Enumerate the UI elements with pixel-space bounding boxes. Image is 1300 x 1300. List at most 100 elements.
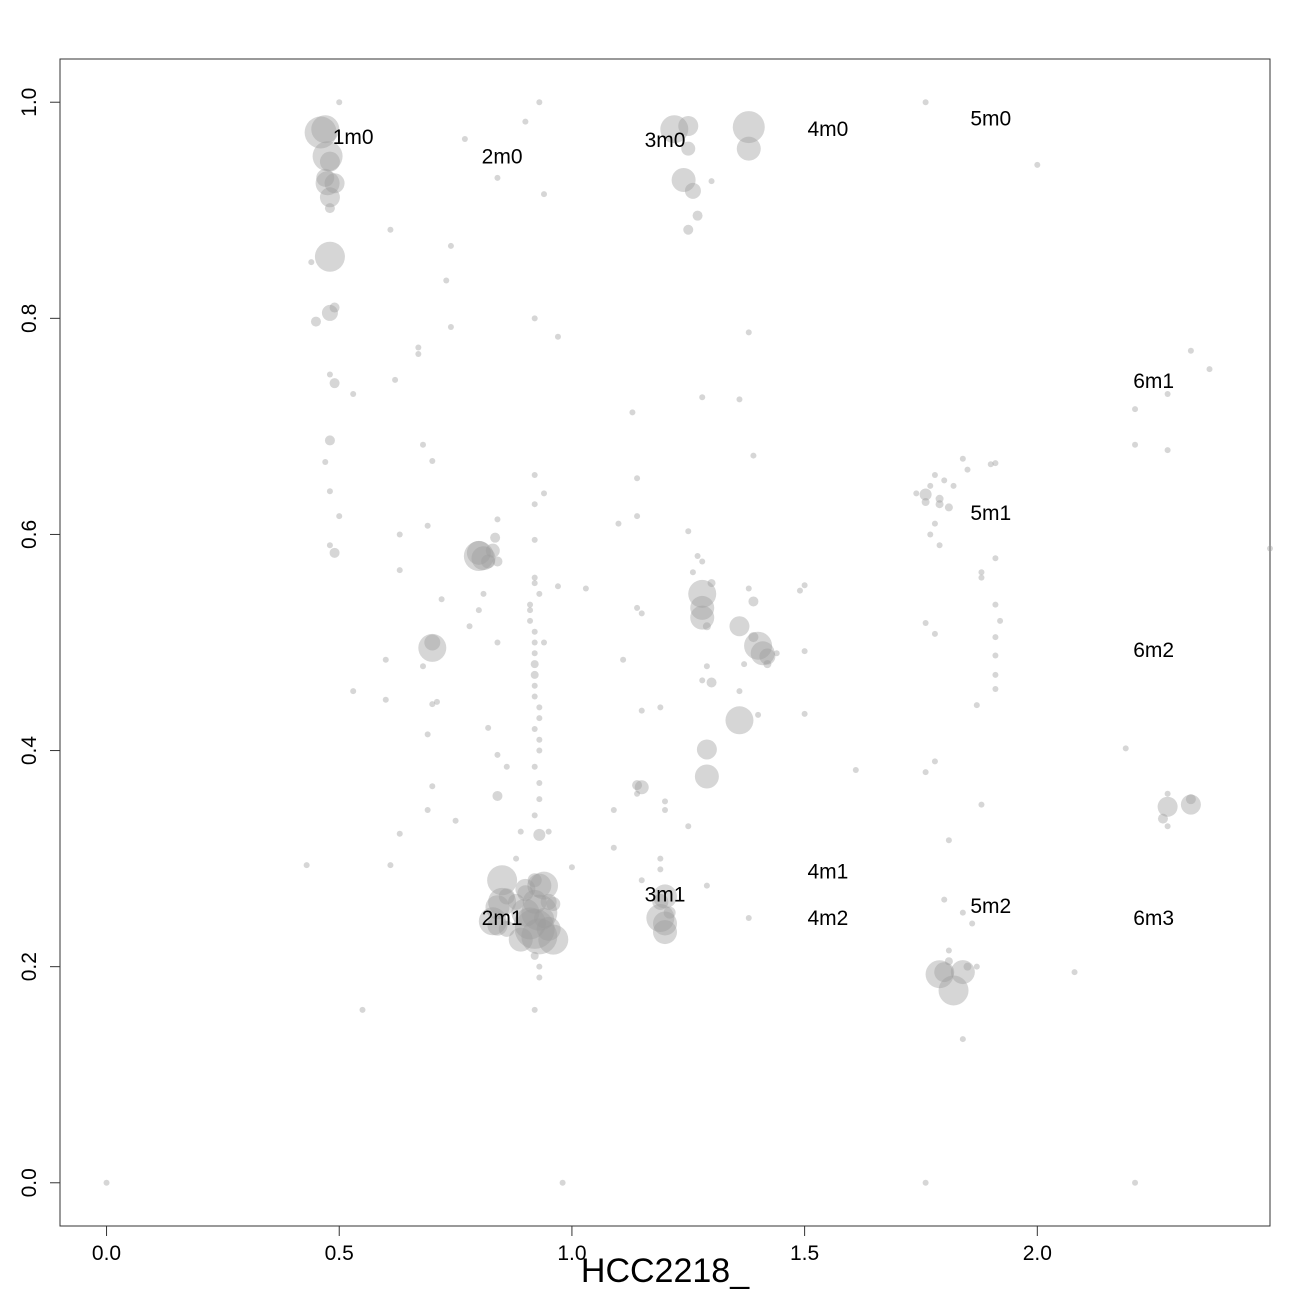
data-point — [541, 490, 547, 497]
data-point — [424, 731, 431, 738]
data-point — [508, 893, 525, 910]
x-tick-label: 0.5 — [325, 1242, 354, 1265]
data-point — [1122, 745, 1129, 752]
data-point — [466, 540, 491, 565]
data-point — [315, 171, 340, 196]
data-point — [941, 477, 948, 484]
data-point — [546, 896, 561, 911]
data-point — [634, 780, 649, 795]
data-point — [312, 141, 343, 172]
data-point — [304, 116, 337, 149]
data-point — [531, 315, 538, 322]
cluster-label-2m0: 2m0 — [482, 145, 523, 168]
data-point — [922, 99, 929, 106]
data-point — [997, 617, 1004, 624]
data-point — [433, 698, 440, 705]
data-point — [683, 224, 694, 235]
data-point — [536, 715, 543, 722]
data-point — [541, 639, 547, 646]
data-point — [969, 920, 976, 927]
cluster-label-6m2: 6m2 — [1133, 639, 1174, 662]
data-point — [725, 706, 754, 735]
data-point — [475, 607, 482, 614]
data-point — [657, 866, 664, 873]
data-point — [536, 796, 543, 803]
data-point — [978, 569, 985, 576]
data-point — [763, 660, 772, 669]
x-tick-label: 1.0 — [557, 1242, 586, 1265]
data-point — [696, 739, 717, 760]
data-point — [801, 710, 808, 717]
data-point — [517, 828, 524, 835]
data-point — [488, 887, 517, 916]
data-point — [538, 924, 569, 955]
data-point — [927, 531, 934, 538]
data-point — [708, 178, 715, 185]
data-point — [1180, 794, 1201, 815]
data-point — [638, 707, 645, 714]
data-point — [638, 877, 645, 884]
data-point — [662, 806, 668, 813]
data-point — [554, 333, 561, 340]
data-point — [531, 501, 538, 508]
data-point — [527, 601, 534, 608]
data-point — [463, 541, 494, 572]
data-point — [1187, 347, 1194, 354]
data-point — [527, 617, 534, 624]
data-point — [681, 141, 696, 156]
data-point — [736, 396, 743, 403]
data-point — [443, 277, 450, 284]
data-point — [796, 587, 803, 594]
data-point — [963, 962, 972, 971]
data-point — [415, 344, 422, 351]
data-point — [944, 503, 953, 512]
data-point — [527, 873, 552, 898]
data-point — [534, 908, 554, 929]
data-point — [945, 837, 952, 844]
data-point — [987, 461, 994, 468]
data-point — [653, 911, 677, 936]
data-point — [945, 947, 952, 954]
data-point — [634, 513, 641, 520]
data-point — [508, 927, 533, 952]
data-point — [638, 610, 645, 617]
data-point — [1071, 969, 1078, 976]
data-point — [931, 520, 938, 527]
data-point — [959, 455, 966, 462]
data-point — [690, 605, 715, 630]
data-point — [447, 323, 454, 330]
cluster-label-3m0: 3m0 — [645, 129, 686, 152]
cluster-label-4m1: 4m1 — [807, 861, 848, 884]
data-point — [934, 962, 955, 983]
data-point — [629, 409, 636, 416]
data-point — [487, 915, 508, 936]
data-point — [382, 696, 389, 703]
data-point — [688, 579, 717, 608]
data-point — [531, 725, 538, 732]
data-point — [702, 622, 711, 631]
x-tick-label: 0.0 — [92, 1242, 121, 1265]
data-point — [536, 974, 543, 981]
data-point — [517, 885, 534, 902]
data-point — [326, 542, 333, 549]
data-point — [513, 855, 520, 862]
data-point — [745, 585, 752, 592]
data-point — [310, 316, 321, 327]
data-point — [540, 893, 557, 910]
data-point — [950, 482, 957, 489]
data-point — [978, 801, 985, 808]
x-axis-title: HCC2218_ — [581, 1252, 750, 1290]
data-point — [732, 111, 765, 144]
data-point — [685, 823, 692, 830]
x-tick-label: 2.0 — [1023, 1242, 1052, 1265]
data-point — [699, 677, 706, 684]
data-point — [678, 115, 699, 136]
data-point — [959, 909, 966, 916]
y-tick-label: 0.0 — [18, 1168, 41, 1197]
data-point — [531, 580, 538, 587]
data-point — [936, 542, 943, 549]
data-point — [913, 490, 920, 497]
data-point — [103, 1179, 110, 1186]
data-point — [420, 441, 426, 448]
